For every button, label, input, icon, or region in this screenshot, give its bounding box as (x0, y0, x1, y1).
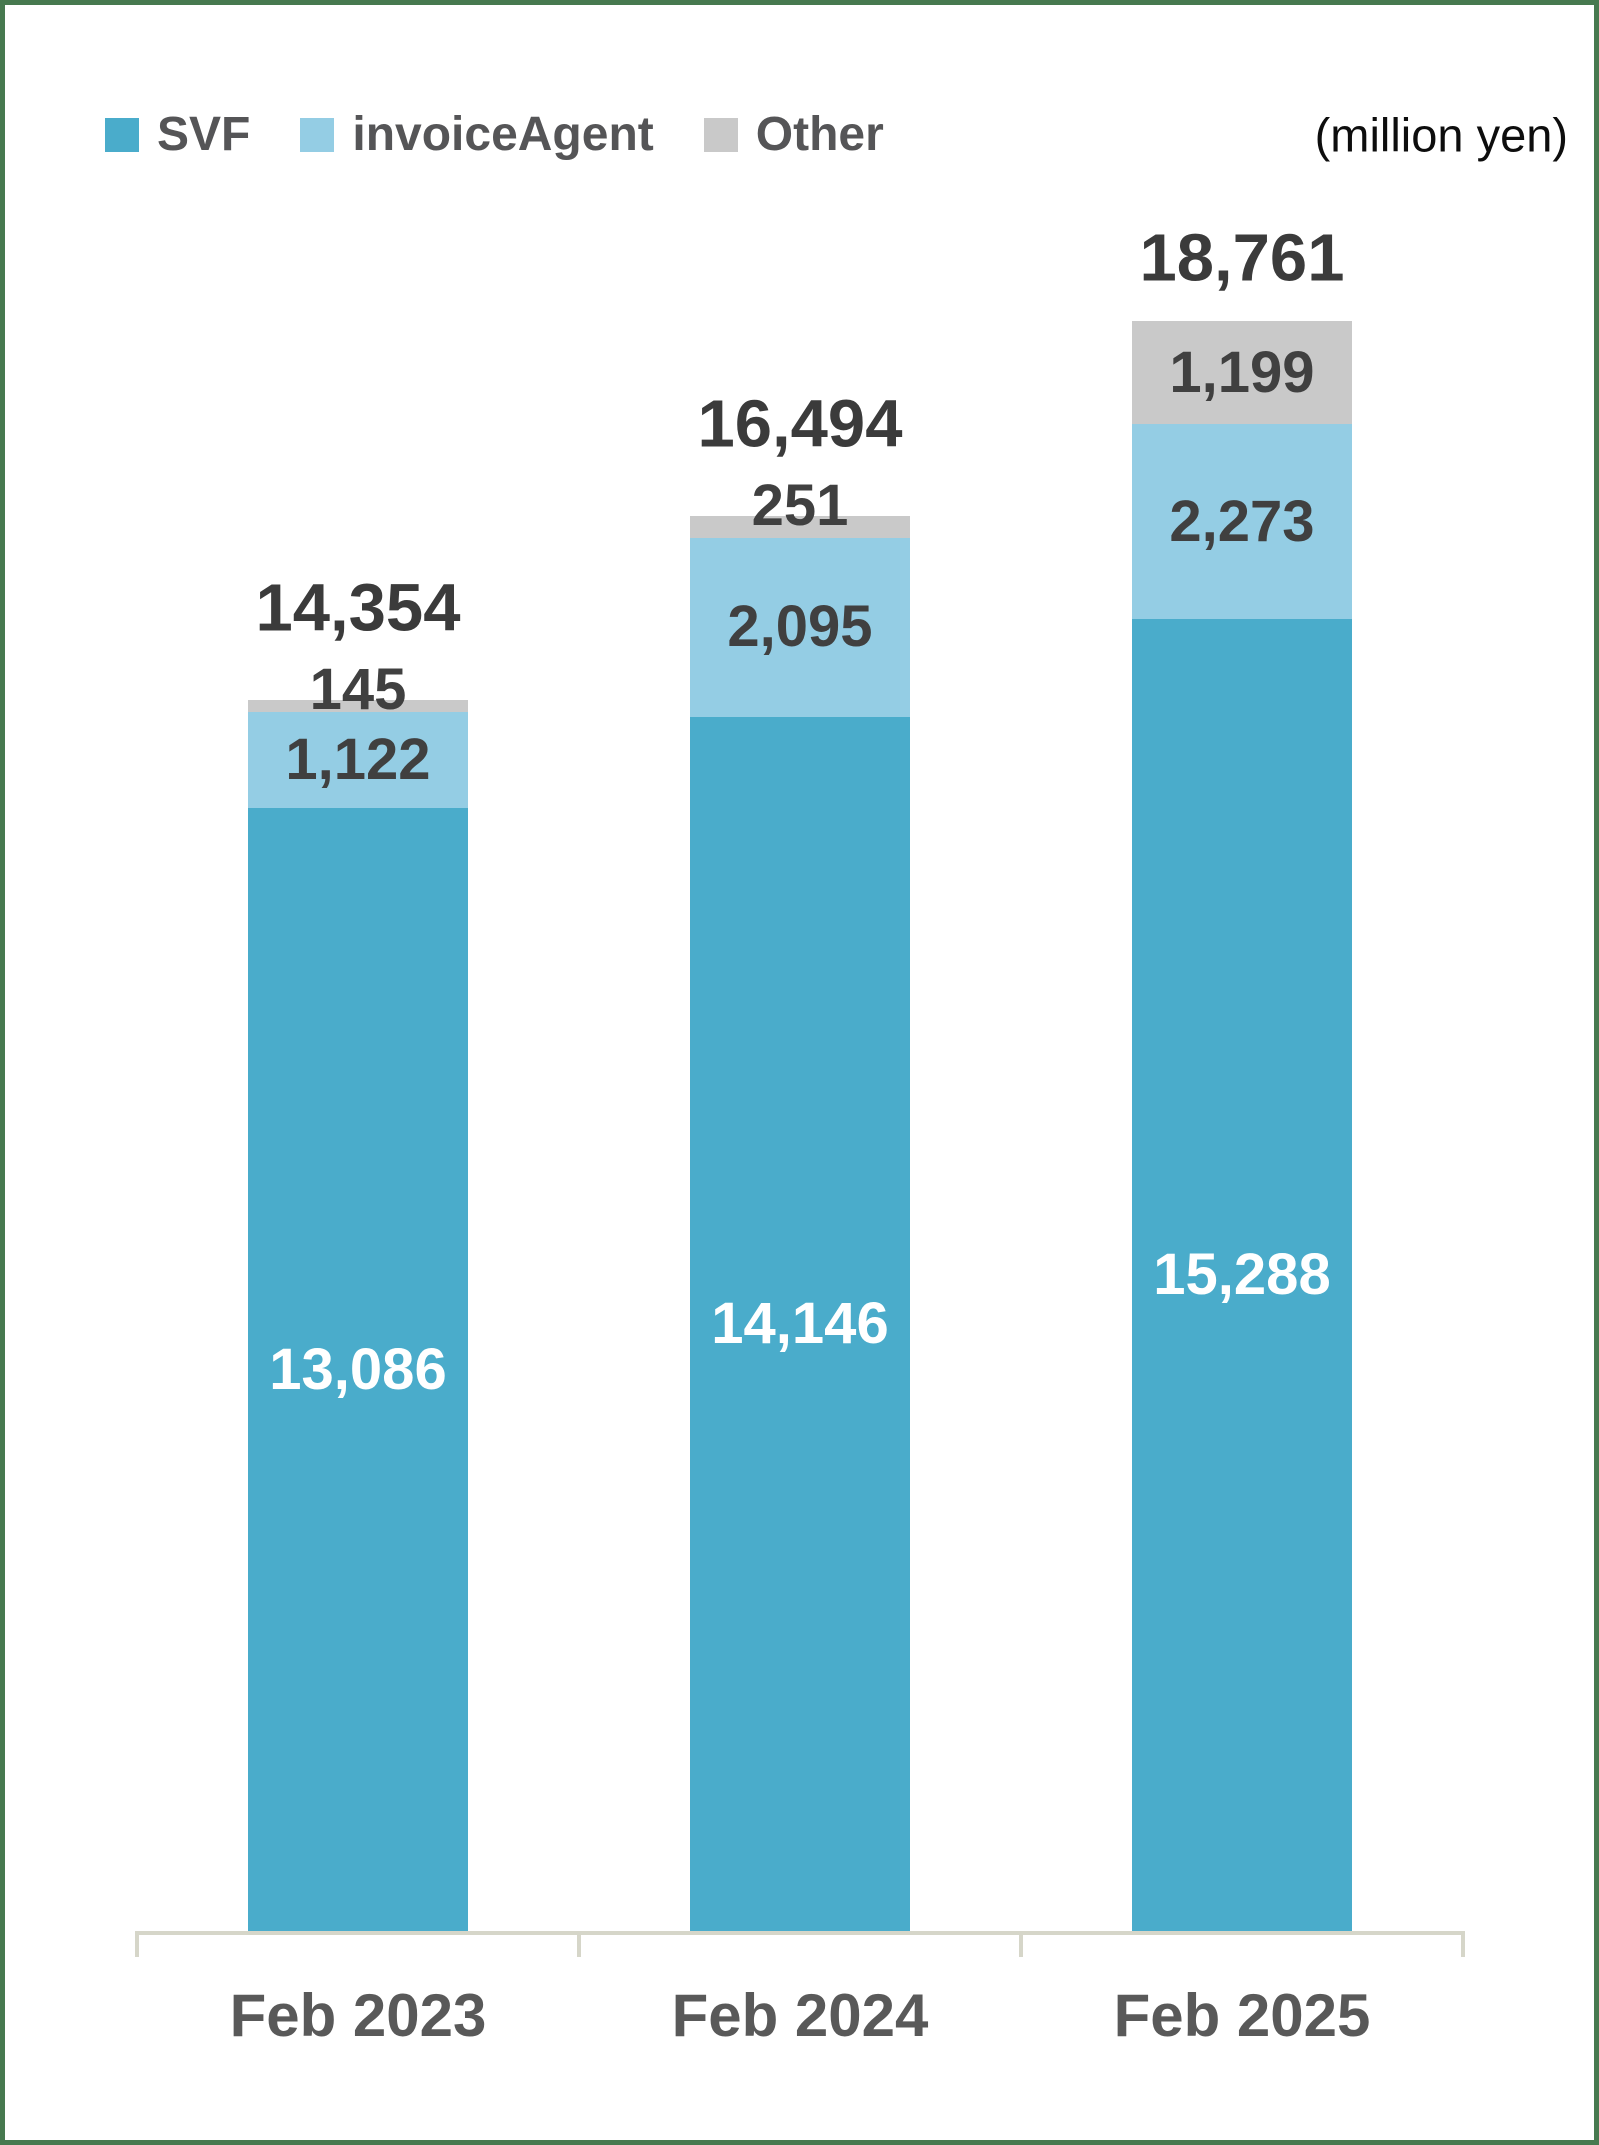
bar-segment-other (248, 699, 468, 712)
value-label-svf: 13,086 (269, 1336, 447, 1402)
legend-item-other: Other (703, 108, 884, 161)
x-axis-tick (1461, 1931, 1465, 1957)
bar-segment-invoiceagent (690, 537, 910, 718)
value-label-invoiceagent: 2,273 (1169, 488, 1315, 554)
x-axis-tick (1019, 1931, 1023, 1957)
value-label-svf: 14,146 (711, 1291, 889, 1357)
bar-segment-invoiceagent (1132, 424, 1352, 620)
value-label-other: 251 (751, 472, 849, 538)
x-axis-tick (135, 1931, 139, 1957)
x-axis-line (137, 1931, 1463, 1935)
legend-label: invoiceAgent (352, 108, 654, 161)
x-axis-label: Feb 2025 (1113, 1982, 1371, 2049)
total-label: 18,761 (1139, 220, 1345, 296)
value-label-invoiceagent: 2,095 (727, 594, 873, 660)
bar-segment-svf (248, 808, 468, 1931)
legend-label: Other (755, 108, 884, 161)
bar-segment-svf (690, 717, 910, 1931)
legend-swatch-svf (105, 118, 139, 152)
legend-label: SVF (157, 108, 251, 161)
total-label: 14,354 (255, 570, 461, 645)
legend-item-svf: SVF (105, 111, 250, 159)
bar-segment-svf (1132, 619, 1352, 1931)
value-label-other: 145 (309, 656, 407, 722)
unit-label: (million yen) (1314, 108, 1568, 162)
bar-segment-invoiceagent (248, 711, 468, 809)
value-label-other: 1,199 (1169, 339, 1315, 405)
legend-item-invoiceagent: invoiceAgent (300, 108, 654, 161)
x-axis-label: Feb 2024 (671, 1982, 929, 2049)
x-axis-label: Feb 2023 (229, 1982, 487, 2049)
bar-segment-other (1132, 321, 1352, 425)
bar-segment-other (690, 515, 910, 538)
value-label-svf: 15,288 (1153, 1242, 1331, 1308)
total-label: 16,494 (697, 386, 903, 462)
legend-swatch-other (703, 118, 738, 152)
legend: SVF invoiceAgent Other (105, 111, 884, 159)
legend-swatch-invoiceagent (300, 118, 335, 152)
x-axis-tick (577, 1931, 581, 1957)
value-label-invoiceagent: 1,122 (285, 727, 431, 793)
